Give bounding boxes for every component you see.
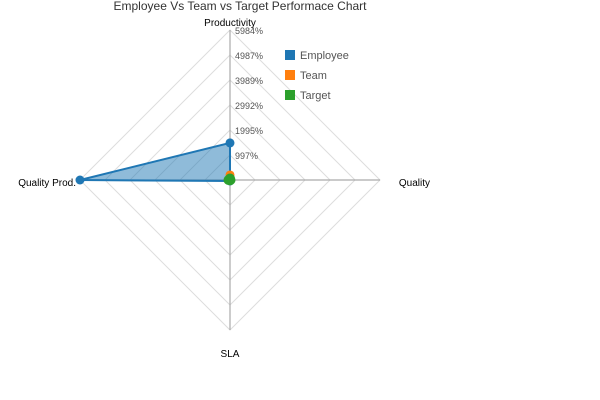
radar-series <box>75 138 236 186</box>
axis-label-quality-prod: Quality Prod. <box>18 178 76 189</box>
legend: Employee Team Target <box>285 50 349 102</box>
axis-label-productivity: Productivity <box>204 18 256 29</box>
series-target <box>223 173 236 186</box>
data-point[interactable] <box>225 138 235 148</box>
legend-swatch <box>285 50 295 60</box>
legend-item-team[interactable]: Team <box>285 70 327 82</box>
legend-label: Team <box>300 70 327 82</box>
legend-label: Target <box>300 90 331 102</box>
series-employee <box>75 138 235 186</box>
series-area-employee <box>79 141 231 183</box>
tick-label: 2992% <box>235 101 263 111</box>
tick-label: 997% <box>235 151 258 161</box>
legend-swatch <box>285 90 295 100</box>
tick-label: 4987% <box>235 51 263 61</box>
axis-label-sla: SLA <box>221 349 240 360</box>
tick-label: 5984% <box>235 26 263 36</box>
tick-label: 3989% <box>235 76 263 86</box>
radar-tick-labels: 997% 1995% 2992% 3989% 4987% 5984% <box>235 26 263 161</box>
data-point[interactable] <box>223 175 234 185</box>
data-point[interactable] <box>75 175 85 185</box>
axis-label-quality: Quality <box>399 178 430 189</box>
legend-item-employee[interactable]: Employee <box>285 50 349 62</box>
chart-title: Employee Vs Team vs Target Performace Ch… <box>114 0 368 13</box>
legend-swatch <box>285 70 295 80</box>
radar-axis-labels: Productivity Quality SLA Quality Prod. <box>18 18 430 360</box>
legend-item-target[interactable]: Target <box>285 90 331 102</box>
tick-label: 1995% <box>235 126 263 136</box>
legend-label: Employee <box>300 50 349 62</box>
